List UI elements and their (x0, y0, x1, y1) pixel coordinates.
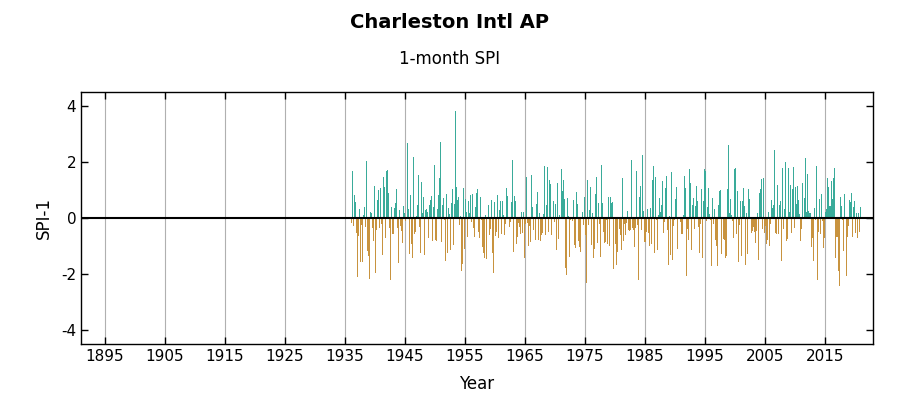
X-axis label: Year: Year (459, 375, 495, 394)
Text: Charleston Intl AP: Charleston Intl AP (350, 13, 550, 32)
Text: 1-month SPI: 1-month SPI (400, 50, 500, 68)
Y-axis label: SPI-1: SPI-1 (35, 197, 53, 239)
